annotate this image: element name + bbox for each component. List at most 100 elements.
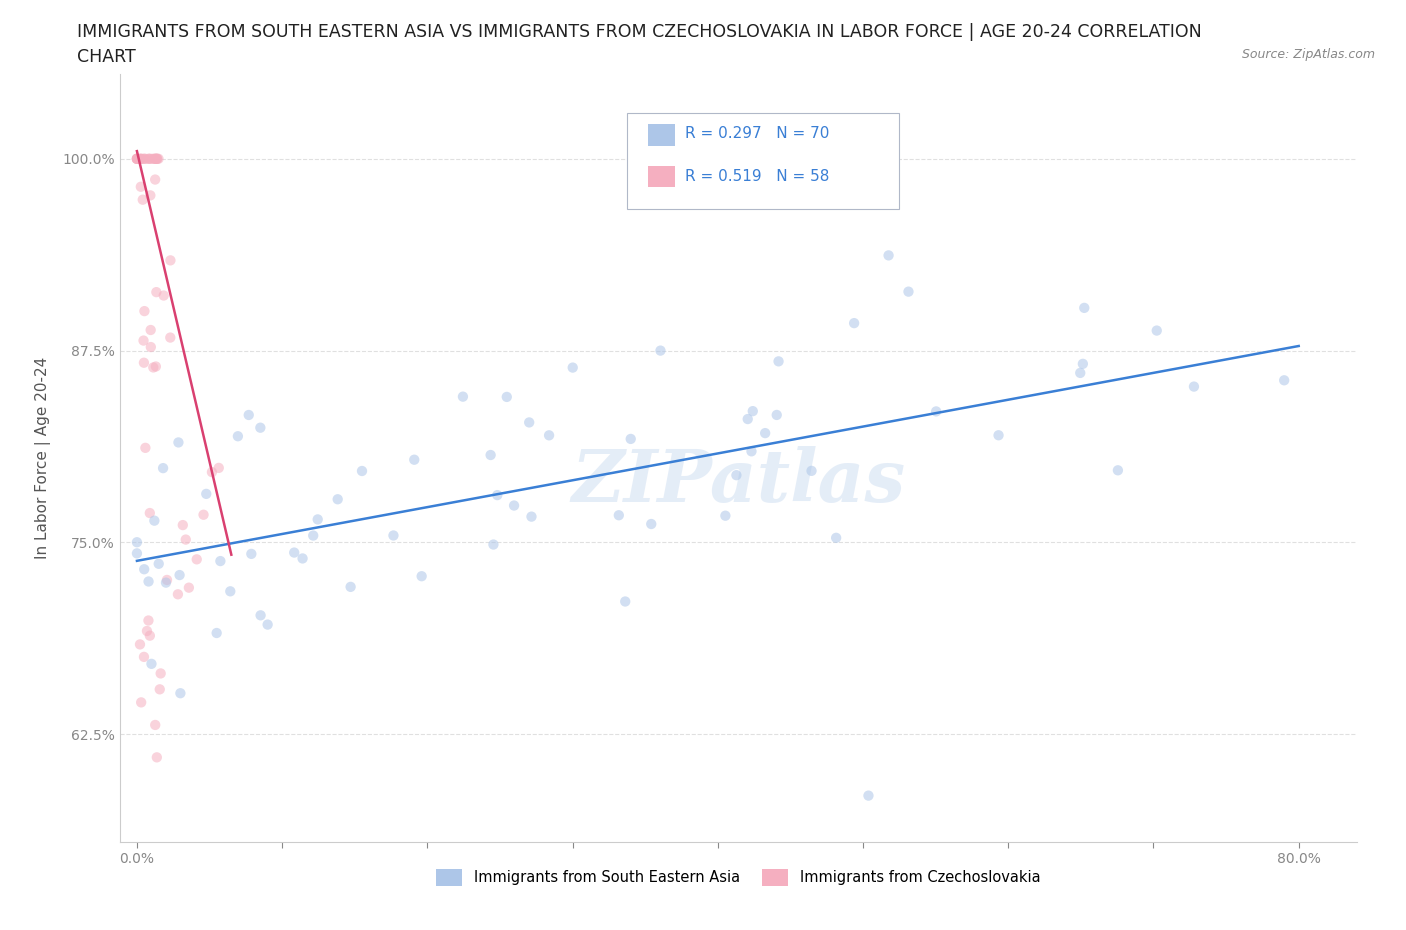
Point xyxy=(146,152,169,166)
Point xyxy=(139,152,162,166)
Point xyxy=(129,152,152,166)
Point xyxy=(283,545,305,560)
Point xyxy=(404,452,426,467)
Point xyxy=(145,152,167,166)
Point xyxy=(169,685,191,700)
Point xyxy=(159,330,181,345)
Point xyxy=(142,360,165,375)
Point xyxy=(650,343,672,358)
Point xyxy=(169,567,191,582)
Point xyxy=(148,152,170,166)
Point xyxy=(238,407,260,422)
Point xyxy=(146,750,169,764)
Point xyxy=(503,498,526,513)
Point xyxy=(193,507,215,522)
Point xyxy=(155,575,177,590)
Point xyxy=(149,666,172,681)
Point xyxy=(640,516,662,531)
Point xyxy=(339,579,361,594)
Point xyxy=(125,152,148,166)
Point xyxy=(134,304,156,319)
Point xyxy=(925,404,948,418)
Point xyxy=(129,637,152,652)
Point xyxy=(149,682,172,697)
Point xyxy=(186,551,208,566)
Point xyxy=(451,390,474,405)
Point xyxy=(897,285,920,299)
Point xyxy=(307,512,329,526)
Point xyxy=(350,463,373,478)
Point xyxy=(134,562,156,577)
Point xyxy=(145,285,167,299)
Point xyxy=(737,412,759,427)
Point xyxy=(145,359,167,374)
Point xyxy=(139,188,162,203)
Point xyxy=(740,444,762,458)
Point xyxy=(138,613,160,628)
Point xyxy=(132,649,155,664)
Point xyxy=(139,339,162,354)
Point xyxy=(520,510,543,525)
Point xyxy=(146,152,169,166)
Point xyxy=(132,333,155,348)
Point xyxy=(495,390,517,405)
Point xyxy=(129,152,152,166)
Point xyxy=(129,152,152,166)
Point xyxy=(167,435,190,450)
Point xyxy=(517,415,540,430)
Legend: Immigrants from South Eastern Asia, Immigrants from Czechoslovakia: Immigrants from South Eastern Asia, Immi… xyxy=(430,863,1046,892)
Point xyxy=(302,528,325,543)
Point xyxy=(768,354,790,369)
Y-axis label: In Labor Force | Age 20-24: In Labor Force | Age 20-24 xyxy=(35,357,51,559)
Point xyxy=(765,407,787,422)
Text: ZIPatlas: ZIPatlas xyxy=(571,445,905,516)
Point xyxy=(125,152,148,166)
Point xyxy=(205,626,228,641)
Point xyxy=(800,463,823,478)
Point xyxy=(125,152,148,166)
Point xyxy=(139,506,162,521)
Point xyxy=(607,508,630,523)
Point xyxy=(201,465,224,480)
Point xyxy=(858,789,880,804)
Point xyxy=(382,528,405,543)
Point xyxy=(138,574,160,589)
Point xyxy=(125,546,148,561)
Point xyxy=(479,447,502,462)
Point xyxy=(132,355,155,370)
Point xyxy=(134,152,156,166)
Point xyxy=(145,152,167,166)
Point xyxy=(1107,463,1129,478)
Point xyxy=(159,253,181,268)
Text: IMMIGRANTS FROM SOUTH EASTERN ASIA VS IMMIGRANTS FROM CZECHOSLOVAKIA IN LABOR FO: IMMIGRANTS FROM SOUTH EASTERN ASIA VS IM… xyxy=(77,23,1202,41)
Point xyxy=(152,288,174,303)
FancyBboxPatch shape xyxy=(627,113,898,208)
Point xyxy=(143,513,166,528)
Point xyxy=(152,460,174,475)
Point xyxy=(125,535,148,550)
Point xyxy=(1069,365,1091,380)
Point xyxy=(138,152,160,166)
Point xyxy=(167,587,190,602)
Point xyxy=(411,569,433,584)
Bar xyxy=(648,166,675,187)
Text: CHART: CHART xyxy=(77,48,136,66)
Point xyxy=(156,573,179,588)
Point xyxy=(741,404,763,418)
Point xyxy=(125,152,148,166)
Point xyxy=(1272,373,1295,388)
Point xyxy=(614,594,637,609)
Point xyxy=(240,547,263,562)
Point xyxy=(987,428,1010,443)
Point xyxy=(143,152,166,166)
Point xyxy=(174,532,197,547)
Point xyxy=(291,551,314,565)
Point xyxy=(1071,356,1094,371)
Point xyxy=(129,695,152,710)
Text: R = 0.297   N = 70: R = 0.297 N = 70 xyxy=(685,126,830,141)
Point xyxy=(1182,379,1205,394)
Point xyxy=(725,468,748,483)
Bar xyxy=(648,125,675,146)
Point xyxy=(136,623,159,638)
Point xyxy=(825,530,848,545)
